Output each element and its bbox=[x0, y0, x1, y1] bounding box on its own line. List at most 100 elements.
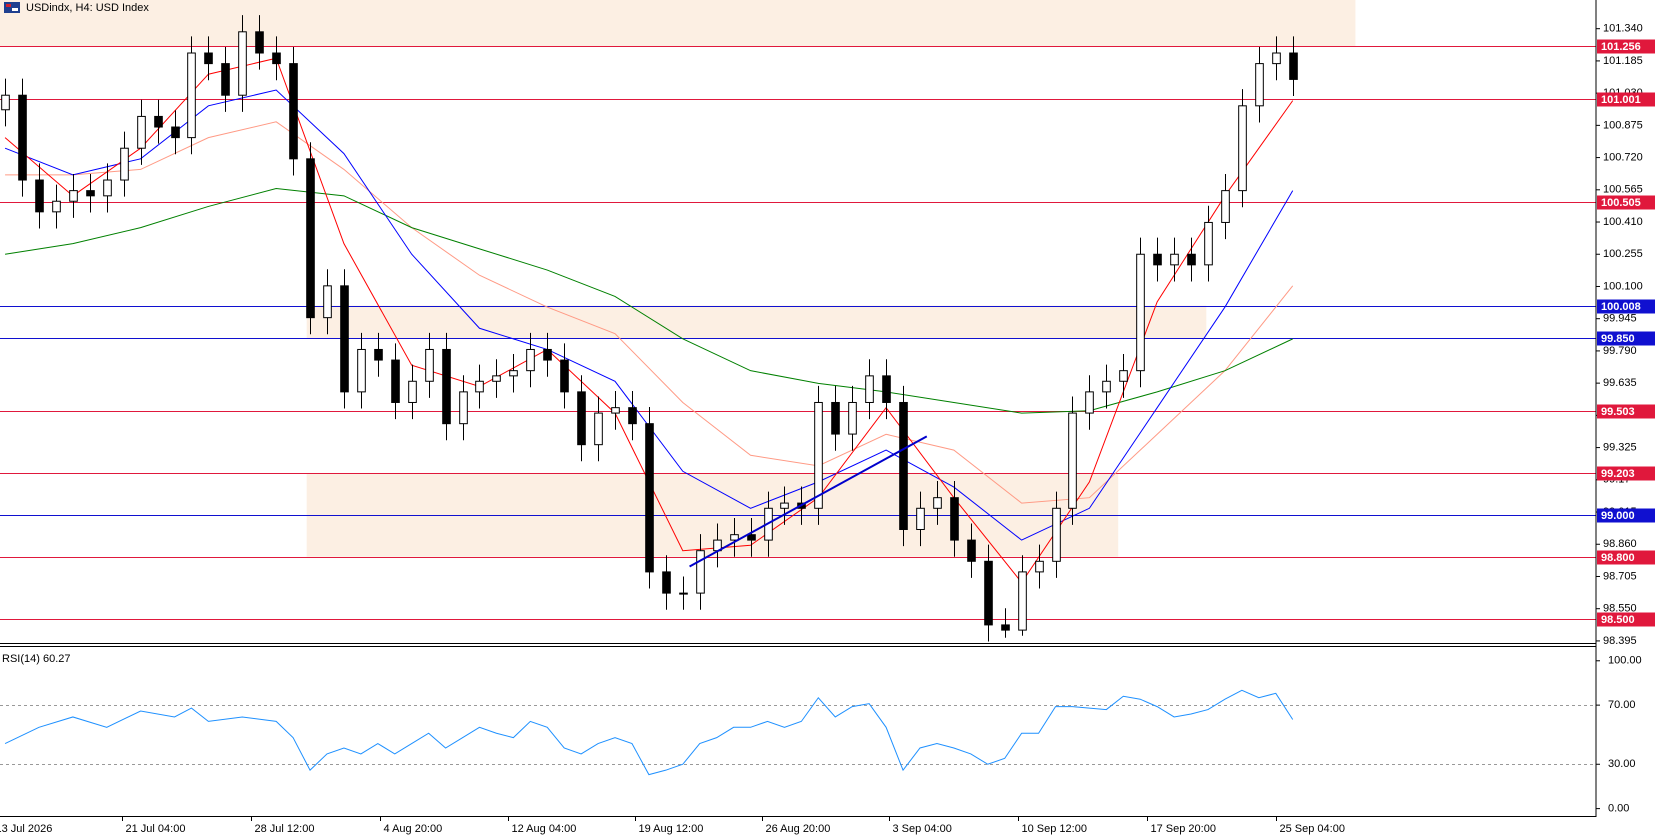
candle-body bbox=[1068, 412, 1077, 509]
candle-body bbox=[662, 571, 671, 594]
candle-body bbox=[577, 391, 586, 446]
y-tick-label: 98.705 bbox=[1603, 570, 1637, 582]
level-label-box bbox=[1597, 299, 1655, 314]
line-series bbox=[5, 188, 1293, 414]
candle-body bbox=[679, 592, 688, 595]
y-tick-label: 100.875 bbox=[1603, 119, 1643, 131]
candle-body bbox=[357, 348, 366, 393]
x-tick-label: 21 Jul 04:00 bbox=[126, 823, 186, 835]
candle-body bbox=[730, 534, 739, 541]
level-label: 99.203 bbox=[1601, 468, 1635, 480]
candle-body bbox=[1035, 560, 1044, 573]
x-tick-label: 26 Aug 20:00 bbox=[766, 823, 831, 835]
candle-body bbox=[1085, 391, 1094, 414]
candle-body bbox=[984, 560, 993, 626]
candle-body bbox=[696, 550, 705, 594]
y-tick-label: 101.185 bbox=[1603, 55, 1643, 67]
y-tick-label: 99.325 bbox=[1603, 441, 1637, 453]
x-tick-label: 28 Jul 12:00 bbox=[255, 823, 315, 835]
candle-body bbox=[1018, 571, 1027, 631]
candle-body bbox=[1052, 507, 1061, 562]
x-tick-label: 10 Sep 12:00 bbox=[1022, 823, 1087, 835]
y-tick-label: 100.255 bbox=[1603, 248, 1643, 260]
candle-body bbox=[967, 539, 976, 562]
candle-body bbox=[543, 348, 552, 361]
x-tick-label: 19 Aug 12:00 bbox=[639, 823, 704, 835]
header: USDindx, H4: USD Index RSI(14) 60.27 bbox=[2, 2, 149, 665]
candle-body bbox=[1153, 253, 1162, 266]
candle-body bbox=[459, 391, 468, 425]
candle-body bbox=[594, 412, 603, 446]
level-label: 101.256 bbox=[1601, 41, 1641, 53]
candle-body bbox=[475, 380, 484, 393]
symbol-icon bbox=[4, 2, 20, 13]
candle-body bbox=[306, 158, 315, 319]
candle-body bbox=[35, 179, 44, 213]
level-label: 100.008 bbox=[1601, 301, 1641, 313]
candle-body bbox=[1221, 190, 1230, 223]
symbol-icon bbox=[12, 8, 18, 11]
candle-body bbox=[1, 94, 10, 111]
x-tick-label: 17 Sep 20:00 bbox=[1151, 823, 1216, 835]
candle-body bbox=[492, 375, 501, 382]
candle-body bbox=[882, 375, 891, 403]
candle-body bbox=[916, 507, 925, 530]
candle-body bbox=[1102, 380, 1111, 393]
candle-body bbox=[289, 63, 298, 160]
candle-body bbox=[154, 115, 163, 128]
x-tick-label: 4 Aug 20:00 bbox=[384, 823, 443, 835]
line-series bbox=[4, 689, 1294, 776]
level-label: 99.503 bbox=[1601, 406, 1635, 418]
level-label: 99.850 bbox=[1601, 333, 1635, 345]
candle-body bbox=[272, 52, 281, 65]
candle-body bbox=[1136, 253, 1145, 372]
candle-body bbox=[611, 407, 620, 414]
candle-body bbox=[1001, 624, 1010, 631]
candle-body bbox=[1255, 63, 1264, 107]
candle-body bbox=[408, 380, 417, 403]
level-label-box bbox=[1597, 331, 1655, 346]
level-label: 98.800 bbox=[1601, 552, 1635, 564]
candle-body bbox=[560, 359, 569, 393]
candle-body bbox=[1238, 105, 1247, 192]
axes: 101.340101.185101.030100.875100.720100.5… bbox=[0, 0, 1655, 817]
candle-body bbox=[340, 285, 349, 393]
rsi-panel bbox=[0, 689, 1596, 776]
y-tick-label: 100.720 bbox=[1603, 151, 1643, 163]
candle-body bbox=[831, 401, 840, 435]
x-tick-label: 25 Sep 04:00 bbox=[1280, 823, 1345, 835]
y-tick-label: 70.00 bbox=[1608, 699, 1636, 711]
level-label-box bbox=[1597, 404, 1655, 419]
zone bbox=[306, 472, 1119, 557]
candle-body bbox=[628, 407, 637, 425]
candle-body bbox=[509, 370, 518, 377]
level-label-box bbox=[1597, 612, 1655, 627]
candle-body bbox=[1289, 52, 1298, 80]
candle-body bbox=[1272, 52, 1281, 65]
chart-title: USDindx, H4: USD Index bbox=[26, 2, 149, 14]
candle-body bbox=[52, 200, 61, 213]
candle-body bbox=[171, 126, 180, 139]
zone bbox=[0, 0, 1356, 47]
x-tick-label: 3 Sep 04:00 bbox=[893, 823, 952, 835]
symbol-icon bbox=[6, 4, 11, 7]
level-label: 100.505 bbox=[1601, 197, 1641, 209]
level-label-box bbox=[1597, 550, 1655, 565]
candle-body bbox=[950, 497, 959, 541]
y-tick-label: 99.635 bbox=[1603, 377, 1637, 389]
price-panel bbox=[0, 0, 1596, 642]
candle-body bbox=[899, 401, 908, 530]
time-axis: 13 Jul 2026 21 Jul 04:00 28 Jul 12:00 4 Aug… bbox=[0, 816, 1345, 835]
x-tick-label: 13 Jul 2026 bbox=[0, 823, 52, 835]
candle-body bbox=[18, 94, 27, 181]
candle-body bbox=[814, 401, 823, 509]
candle-body bbox=[137, 115, 146, 149]
y-tick-label: 99.790 bbox=[1603, 345, 1637, 357]
candle-body bbox=[374, 348, 383, 361]
candle-body bbox=[933, 497, 942, 509]
level-label-box bbox=[1597, 508, 1655, 523]
level-label: 101.001 bbox=[1601, 94, 1641, 106]
candle-body bbox=[120, 147, 129, 181]
